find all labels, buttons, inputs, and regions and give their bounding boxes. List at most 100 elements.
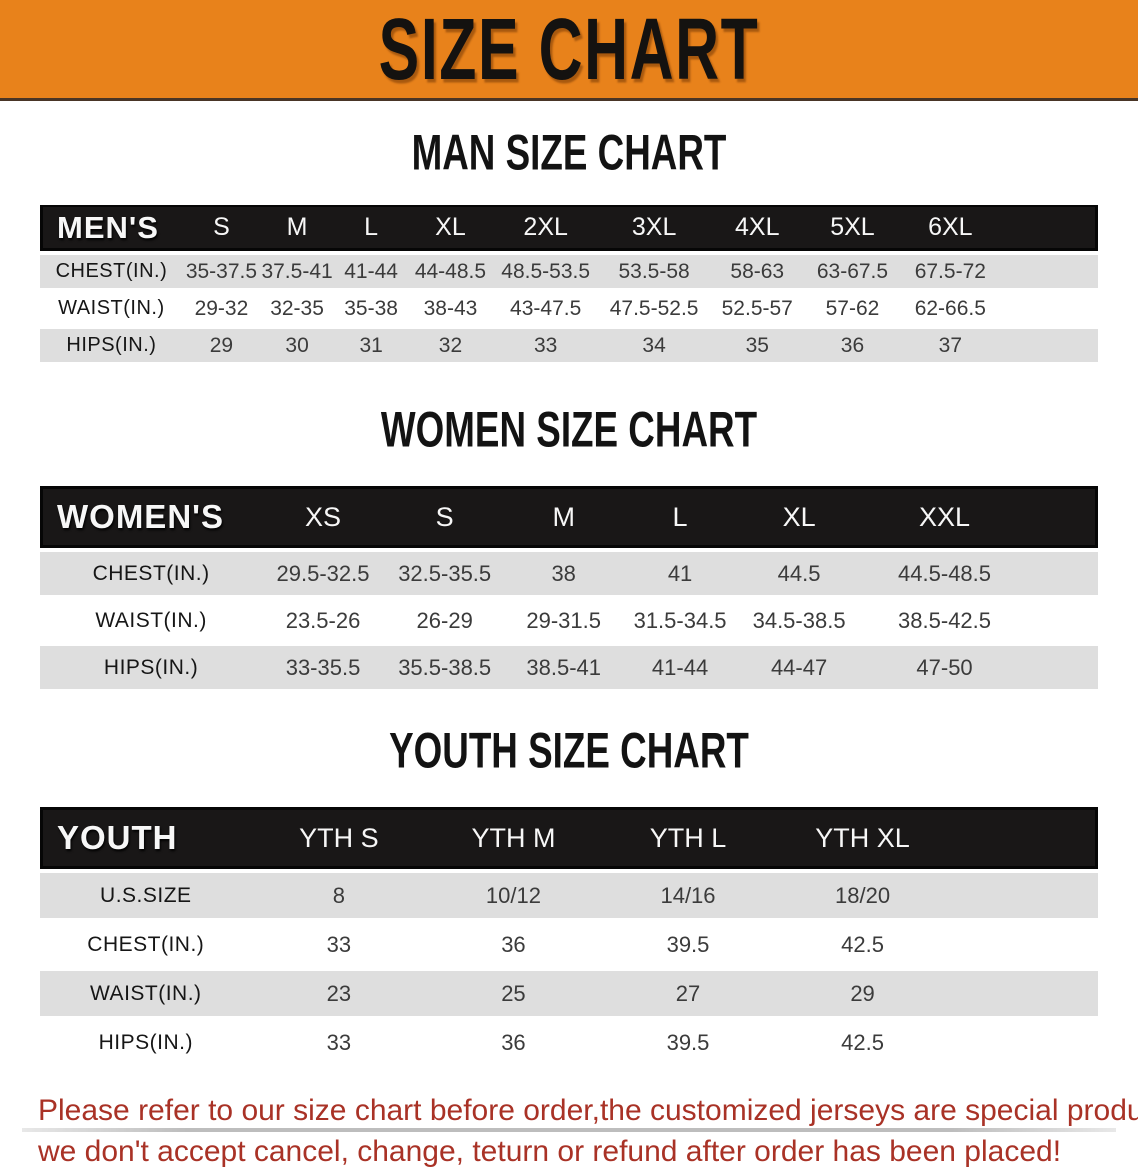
measurement-cell: 29	[775, 971, 950, 1016]
size-column-header: YTH L	[601, 807, 776, 869]
size-column-header: 5XL	[805, 205, 900, 251]
size-column-header: 6XL	[900, 205, 1001, 251]
measurement-cell: 32-35	[260, 292, 334, 325]
row-label: CHEST(IN.)	[40, 552, 262, 595]
measurement-cell: 42.5	[775, 922, 950, 967]
measurement-cell: 8	[252, 873, 427, 918]
measurement-cell: 53.5-58	[599, 255, 710, 288]
header-spacer-cell	[1001, 205, 1098, 251]
measurement-cell: 63-67.5	[805, 255, 900, 288]
size-column-header: 3XL	[599, 205, 710, 251]
row-spacer-cell	[1001, 292, 1098, 325]
measurement-cell: 52.5-57	[710, 292, 805, 325]
measurement-cell: 38	[506, 552, 622, 595]
row-spacer-cell	[1029, 646, 1098, 689]
row-label: HIPS(IN.)	[40, 1020, 252, 1065]
measurement-cell: 36	[805, 329, 900, 362]
measurement-cell: 27	[601, 971, 776, 1016]
size-column-header: S	[384, 486, 506, 548]
row-label: CHEST(IN.)	[40, 255, 183, 288]
measurement-cell: 41	[622, 552, 738, 595]
measurement-cell: 25	[426, 971, 601, 1016]
header-spacer-cell	[950, 807, 1098, 869]
measurement-cell: 18/20	[775, 873, 950, 918]
measurement-cell: 33	[493, 329, 599, 362]
size-column-header: YTH S	[252, 807, 427, 869]
measurement-cell: 35-38	[334, 292, 408, 325]
size-column-header: L	[334, 205, 408, 251]
row-label: CHEST(IN.)	[40, 922, 252, 967]
measurement-cell: 37	[900, 329, 1001, 362]
disclaimer-line-1: Please refer to our size chart before or…	[38, 1091, 1110, 1132]
bottom-edge-shadow	[22, 1128, 1116, 1132]
table-group-label: MEN'S	[40, 205, 183, 251]
youth-section-heading: YOUTH SIZE CHART	[114, 725, 1024, 775]
size-column-header: XS	[262, 486, 384, 548]
size-column-header: YTH M	[426, 807, 601, 869]
women-section-heading: WOMEN SIZE CHART	[114, 404, 1024, 454]
measurement-cell: 14/16	[601, 873, 776, 918]
row-spacer-cell	[950, 1020, 1098, 1065]
measurement-cell: 42.5	[775, 1020, 950, 1065]
size-column-header: 4XL	[710, 205, 805, 251]
row-label: HIPS(IN.)	[40, 646, 262, 689]
measurement-cell: 36	[426, 1020, 601, 1065]
measurement-cell: 34	[599, 329, 710, 362]
measurement-cell: 29.5-32.5	[262, 552, 384, 595]
measurement-cell: 44-48.5	[408, 255, 493, 288]
measurement-cell: 10/12	[426, 873, 601, 918]
disclaimer-line-2: we don't accept cancel, change, teturn o…	[38, 1132, 1110, 1172]
row-spacer-cell	[950, 922, 1098, 967]
row-spacer-cell	[950, 971, 1098, 1016]
row-label: WAIST(IN.)	[40, 971, 252, 1016]
measurement-cell: 33-35.5	[262, 646, 384, 689]
measurement-cell: 29-32	[183, 292, 260, 325]
measurement-cell: 38.5-41	[506, 646, 622, 689]
measurement-cell: 35	[710, 329, 805, 362]
measurement-cell: 44.5-48.5	[860, 552, 1029, 595]
measurement-cell: 29	[183, 329, 260, 362]
measurement-cell: 62-66.5	[900, 292, 1001, 325]
measurement-cell: 33	[252, 922, 427, 967]
table-group-label: WOMEN'S	[40, 486, 262, 548]
measurement-cell: 32	[408, 329, 493, 362]
measurement-cell: 39.5	[601, 922, 776, 967]
measurement-cell: 41-44	[334, 255, 408, 288]
size-column-header: 2XL	[493, 205, 599, 251]
measurement-cell: 43-47.5	[493, 292, 599, 325]
size-column-header: XXL	[860, 486, 1029, 548]
size-column-header: XL	[738, 486, 860, 548]
measurement-cell: 58-63	[710, 255, 805, 288]
measurement-cell: 31.5-34.5	[622, 599, 738, 642]
measurement-cell: 38-43	[408, 292, 493, 325]
row-label: WAIST(IN.)	[40, 599, 262, 642]
measurement-cell: 41-44	[622, 646, 738, 689]
measurement-cell: 26-29	[384, 599, 506, 642]
size-column-header: S	[183, 205, 260, 251]
row-spacer-cell	[1029, 552, 1098, 595]
size-column-header: M	[506, 486, 622, 548]
measurement-cell: 48.5-53.5	[493, 255, 599, 288]
size-column-header: YTH XL	[775, 807, 950, 869]
row-spacer-cell	[1029, 599, 1098, 642]
measurement-cell: 32.5-35.5	[384, 552, 506, 595]
measurement-cell: 30	[260, 329, 334, 362]
measurement-cell: 47-50	[860, 646, 1029, 689]
size-column-header: XL	[408, 205, 493, 251]
size-chart-banner: SIZE CHART	[0, 0, 1138, 101]
size-column-header: M	[260, 205, 334, 251]
banner-title: SIZE CHART	[379, 5, 760, 92]
measurement-cell: 29-31.5	[506, 599, 622, 642]
measurement-cell: 44-47	[738, 646, 860, 689]
